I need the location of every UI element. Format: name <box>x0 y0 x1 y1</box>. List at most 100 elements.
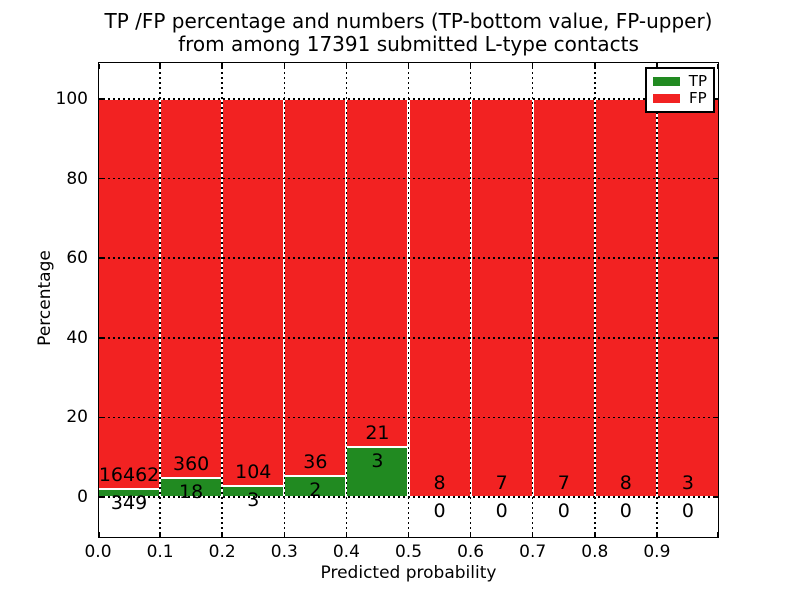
legend-entry-fp: FP <box>653 91 707 106</box>
x-tick-mark <box>221 63 223 69</box>
fp-bar <box>346 99 409 448</box>
fp-bar <box>594 99 657 497</box>
legend: TP FP <box>645 67 715 113</box>
x-tick-mark <box>159 531 161 537</box>
x-tick-mark <box>469 531 472 537</box>
y-tick-mark <box>712 416 718 419</box>
fp-bar <box>532 99 595 497</box>
y-tick-label: 60 <box>66 248 88 269</box>
fp-count-label: 36 <box>303 451 328 474</box>
vertical-gridline <box>531 62 534 538</box>
y-tick-mark <box>99 416 105 419</box>
y-tick-mark <box>99 98 105 100</box>
x-tick-mark <box>407 63 410 69</box>
x-tick-mark <box>159 63 161 69</box>
y-tick-mark <box>99 337 105 339</box>
y-tick-mark <box>99 496 105 498</box>
chart-title-line1: TP /FP percentage and numbers (TP-bottom… <box>104 9 713 33</box>
fp-count-label: 21 <box>365 422 390 445</box>
fp-count-label: 16462 <box>98 463 160 486</box>
horizontal-gridline <box>98 98 719 100</box>
vertical-gridline <box>345 62 348 538</box>
vertical-gridline <box>469 62 472 538</box>
x-tick-mark <box>717 63 719 69</box>
fp-count-label: 8 <box>433 472 446 494</box>
y-tick-mark <box>712 98 718 100</box>
x-tick-mark <box>98 63 100 69</box>
tp-count-label: 0 <box>681 500 694 522</box>
horizontal-gridline <box>98 337 719 339</box>
y-tick-label: 20 <box>66 407 88 428</box>
y-tick-label: 0 <box>77 487 88 507</box>
tp-count-label: 0 <box>557 500 570 522</box>
vertical-gridline <box>159 62 161 538</box>
y-tick-label: 100 <box>55 89 88 109</box>
x-tick-mark <box>283 63 286 69</box>
fp-bar <box>160 99 223 479</box>
x-tick-label: 0.0 <box>84 542 112 562</box>
x-tick-mark <box>345 531 348 537</box>
tp-count-label: 349 <box>110 491 148 514</box>
y-tick-label: 80 <box>66 168 88 189</box>
x-tick-mark <box>345 63 348 69</box>
chart-title: TP /FP percentage and numbers (TP-bottom… <box>98 10 719 56</box>
fp-bar <box>222 99 285 486</box>
y-tick-mark <box>712 337 718 339</box>
vertical-gridline <box>656 62 658 538</box>
fp-bar <box>284 99 347 477</box>
fp-bar <box>656 99 719 497</box>
x-tick-mark <box>221 531 223 537</box>
fp-swatch-icon <box>653 94 680 104</box>
x-axis-label: Predicted probability <box>320 563 497 583</box>
tp-count-label: 3 <box>247 488 260 511</box>
legend-label-fp: FP <box>689 89 707 108</box>
x-tick-mark <box>283 531 286 537</box>
y-tick-mark <box>712 496 718 498</box>
horizontal-gridline <box>98 177 719 180</box>
chart-title-line2: from among 17391 submitted L-type contac… <box>178 32 639 56</box>
x-tick-label: 0.2 <box>208 542 236 562</box>
tp-count-label: 0 <box>619 500 632 522</box>
x-tick-mark <box>98 531 100 537</box>
x-tick-mark <box>656 63 658 69</box>
x-tick-label: 0.5 <box>394 542 423 562</box>
x-tick-mark <box>594 531 596 537</box>
tp-count-label: 0 <box>433 500 446 522</box>
x-tick-label: 0.3 <box>270 542 298 562</box>
x-tick-mark <box>531 531 534 537</box>
x-tick-label: 0.1 <box>146 542 174 562</box>
x-tick-label: 0.9 <box>643 542 671 562</box>
fp-bar <box>98 99 161 489</box>
y-tick-mark <box>712 257 718 259</box>
fp-count-label: 7 <box>495 472 508 494</box>
x-tick-mark <box>531 63 534 69</box>
tp-bar <box>346 447 409 497</box>
x-tick-mark <box>594 63 596 69</box>
fp-bar <box>408 99 471 497</box>
fp-count-label: 7 <box>557 472 570 494</box>
tp-swatch-icon <box>653 76 680 86</box>
x-tick-mark <box>407 531 410 537</box>
x-tick-mark <box>717 531 719 537</box>
vertical-gridline <box>283 62 286 538</box>
x-tick-label: 0.4 <box>332 542 360 562</box>
fp-bar <box>470 99 533 497</box>
tp-count-label: 3 <box>371 450 384 473</box>
y-tick-mark <box>712 177 718 180</box>
legend-entry-tp: TP <box>653 71 707 90</box>
fp-count-label: 360 <box>173 453 210 476</box>
legend-label-tp: TP <box>688 71 707 90</box>
horizontal-gridline <box>98 257 719 259</box>
vertical-gridline <box>594 62 596 538</box>
fp-count-label: 3 <box>681 472 694 494</box>
tp-count-label: 0 <box>495 500 508 522</box>
vertical-gridline <box>407 62 410 538</box>
tp-count-label: 2 <box>309 479 322 502</box>
plot-area: 16462 349 360 18 104 3 36 2 21 3 8 0 7 0 7 0 8 0 3 0 <box>98 62 719 538</box>
horizontal-gridline <box>98 416 719 419</box>
vertical-gridline <box>221 62 223 538</box>
horizontal-gridline <box>98 496 719 498</box>
x-tick-label: 0.6 <box>457 542 485 562</box>
x-tick-label: 0.8 <box>581 542 609 562</box>
